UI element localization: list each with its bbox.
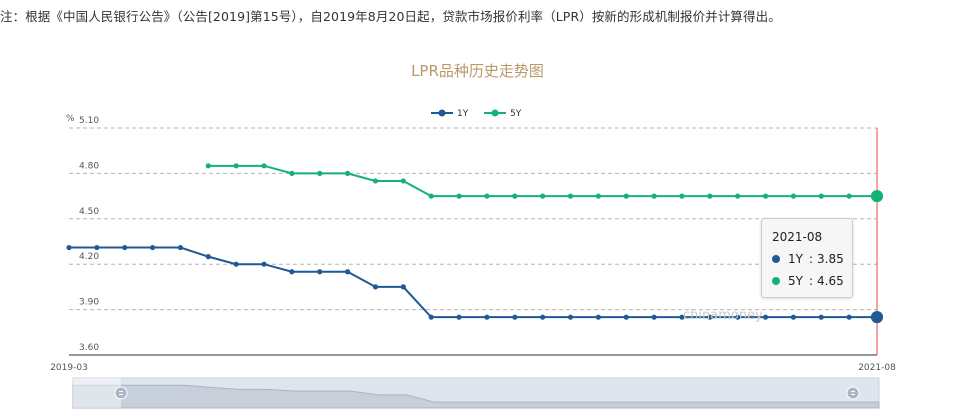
- data-point-1y[interactable]: [595, 314, 601, 320]
- data-point-5y[interactable]: [512, 193, 518, 199]
- data-point-5y[interactable]: [205, 163, 211, 169]
- data-point-1y[interactable]: [122, 244, 128, 251]
- data-point-5y[interactable]: [317, 170, 323, 176]
- data-point-5y[interactable]: [623, 193, 629, 199]
- data-point-5y[interactable]: [595, 193, 601, 199]
- data-point-1y[interactable]: [94, 244, 100, 251]
- data-point-1y[interactable]: [261, 261, 267, 267]
- y-tick-label: 3.90: [79, 298, 99, 308]
- legend-marker-1y[interactable]: [438, 109, 446, 117]
- data-point-1y[interactable]: [317, 269, 323, 275]
- zoom-handle-left[interactable]: [114, 386, 128, 400]
- data-point-1y[interactable]: [428, 314, 434, 320]
- data-point-1y[interactable]: [651, 314, 657, 320]
- chart-title: LPR品种历史走势图: [411, 62, 544, 80]
- data-point-1y[interactable]: [818, 314, 824, 320]
- data-point-1y[interactable]: [484, 314, 490, 320]
- y-axis-unit: %: [66, 114, 75, 124]
- data-point-5y[interactable]: [762, 193, 769, 199]
- data-point-1y[interactable]: [177, 244, 184, 251]
- data-point-1y[interactable]: [735, 314, 741, 320]
- x-tick-label-start: 2019-03: [50, 363, 88, 373]
- data-point-1y[interactable]: [679, 314, 685, 320]
- data-point-5y[interactable]: [679, 193, 685, 199]
- data-point-5y[interactable]: [484, 193, 490, 199]
- data-point-1y[interactable]: [762, 314, 769, 320]
- data-point-1y[interactable]: [846, 314, 852, 320]
- data-point-1y[interactable]: [512, 314, 518, 320]
- watermark-text: chinamoney: [683, 308, 763, 323]
- zoom-slider-mask: [73, 378, 121, 408]
- selected-point-1y[interactable]: [871, 311, 883, 324]
- note-text: 注：根据《中国人民银行公告》（公告[2019]第15号），自2019年8月20日…: [0, 9, 781, 24]
- y-tick-label: 3.60: [79, 343, 99, 353]
- tooltip: 2021-08 1Y : 3.85 5Y : 4.65: [761, 218, 853, 298]
- data-point-5y[interactable]: [707, 193, 713, 199]
- data-point-5y[interactable]: [233, 163, 239, 169]
- legend-label-1y[interactable]: 1Y: [457, 109, 469, 119]
- tooltip-sep-5y: :: [808, 274, 814, 288]
- data-point-1y[interactable]: [400, 284, 406, 290]
- data-point-1y[interactable]: [567, 314, 574, 320]
- data-point-5y[interactable]: [261, 163, 267, 169]
- data-point-1y[interactable]: [707, 314, 713, 320]
- data-point-1y[interactable]: [66, 244, 72, 251]
- data-point-5y[interactable]: [567, 193, 574, 199]
- data-point-5y[interactable]: [372, 178, 379, 184]
- data-point-5y[interactable]: [540, 193, 546, 199]
- tooltip-value-1y: 3.85: [817, 252, 844, 266]
- data-point-1y[interactable]: [790, 314, 797, 320]
- zoom-handle-right[interactable]: [846, 386, 860, 400]
- data-point-1y[interactable]: [372, 284, 379, 290]
- data-point-5y[interactable]: [428, 193, 434, 199]
- data-point-1y[interactable]: [540, 314, 546, 320]
- data-point-5y[interactable]: [345, 170, 351, 176]
- data-point-5y[interactable]: [456, 193, 462, 199]
- tooltip-label-5y: 5Y: [788, 274, 803, 288]
- tooltip-row-5y: 5Y : 4.65: [772, 274, 852, 288]
- y-tick-label: 4.80: [79, 161, 99, 171]
- data-point-5y[interactable]: [400, 178, 406, 184]
- data-point-5y[interactable]: [846, 193, 852, 199]
- tooltip-sep-1y: :: [808, 252, 814, 266]
- legend-label-5y[interactable]: 5Y: [510, 109, 522, 119]
- data-point-5y[interactable]: [818, 193, 824, 199]
- data-point-5y[interactable]: [790, 193, 797, 199]
- data-point-1y[interactable]: [149, 244, 156, 251]
- data-point-1y[interactable]: [623, 314, 629, 320]
- tooltip-label-1y: 1Y: [788, 252, 803, 266]
- series-line-5y: [208, 164, 877, 198]
- y-tick-label: 4.20: [79, 252, 99, 262]
- legend-marker-5y[interactable]: [491, 109, 499, 117]
- tooltip-row-1y: 1Y : 3.85: [772, 252, 852, 266]
- data-point-5y[interactable]: [735, 193, 741, 199]
- data-point-1y[interactable]: [205, 254, 211, 260]
- data-point-1y[interactable]: [345, 269, 351, 275]
- data-point-5y[interactable]: [651, 193, 657, 199]
- tooltip-value-5y: 4.65: [817, 274, 844, 288]
- data-point-1y[interactable]: [289, 269, 295, 275]
- tooltip-dot-5y: [772, 277, 780, 285]
- data-point-1y[interactable]: [456, 314, 462, 320]
- selected-point-5y[interactable]: [871, 190, 883, 203]
- tooltip-title: 2021-08: [772, 230, 823, 244]
- zoom-slider-preview: [72, 384, 880, 409]
- x-tick-label-end: 2021-08: [858, 363, 896, 373]
- data-point-1y[interactable]: [233, 261, 239, 267]
- y-tick-label: 5.10: [79, 116, 99, 126]
- tooltip-dot-1y: [772, 255, 780, 263]
- y-tick-label: 4.50: [79, 207, 99, 217]
- series-line-1y: [69, 246, 877, 319]
- data-point-5y[interactable]: [289, 170, 295, 176]
